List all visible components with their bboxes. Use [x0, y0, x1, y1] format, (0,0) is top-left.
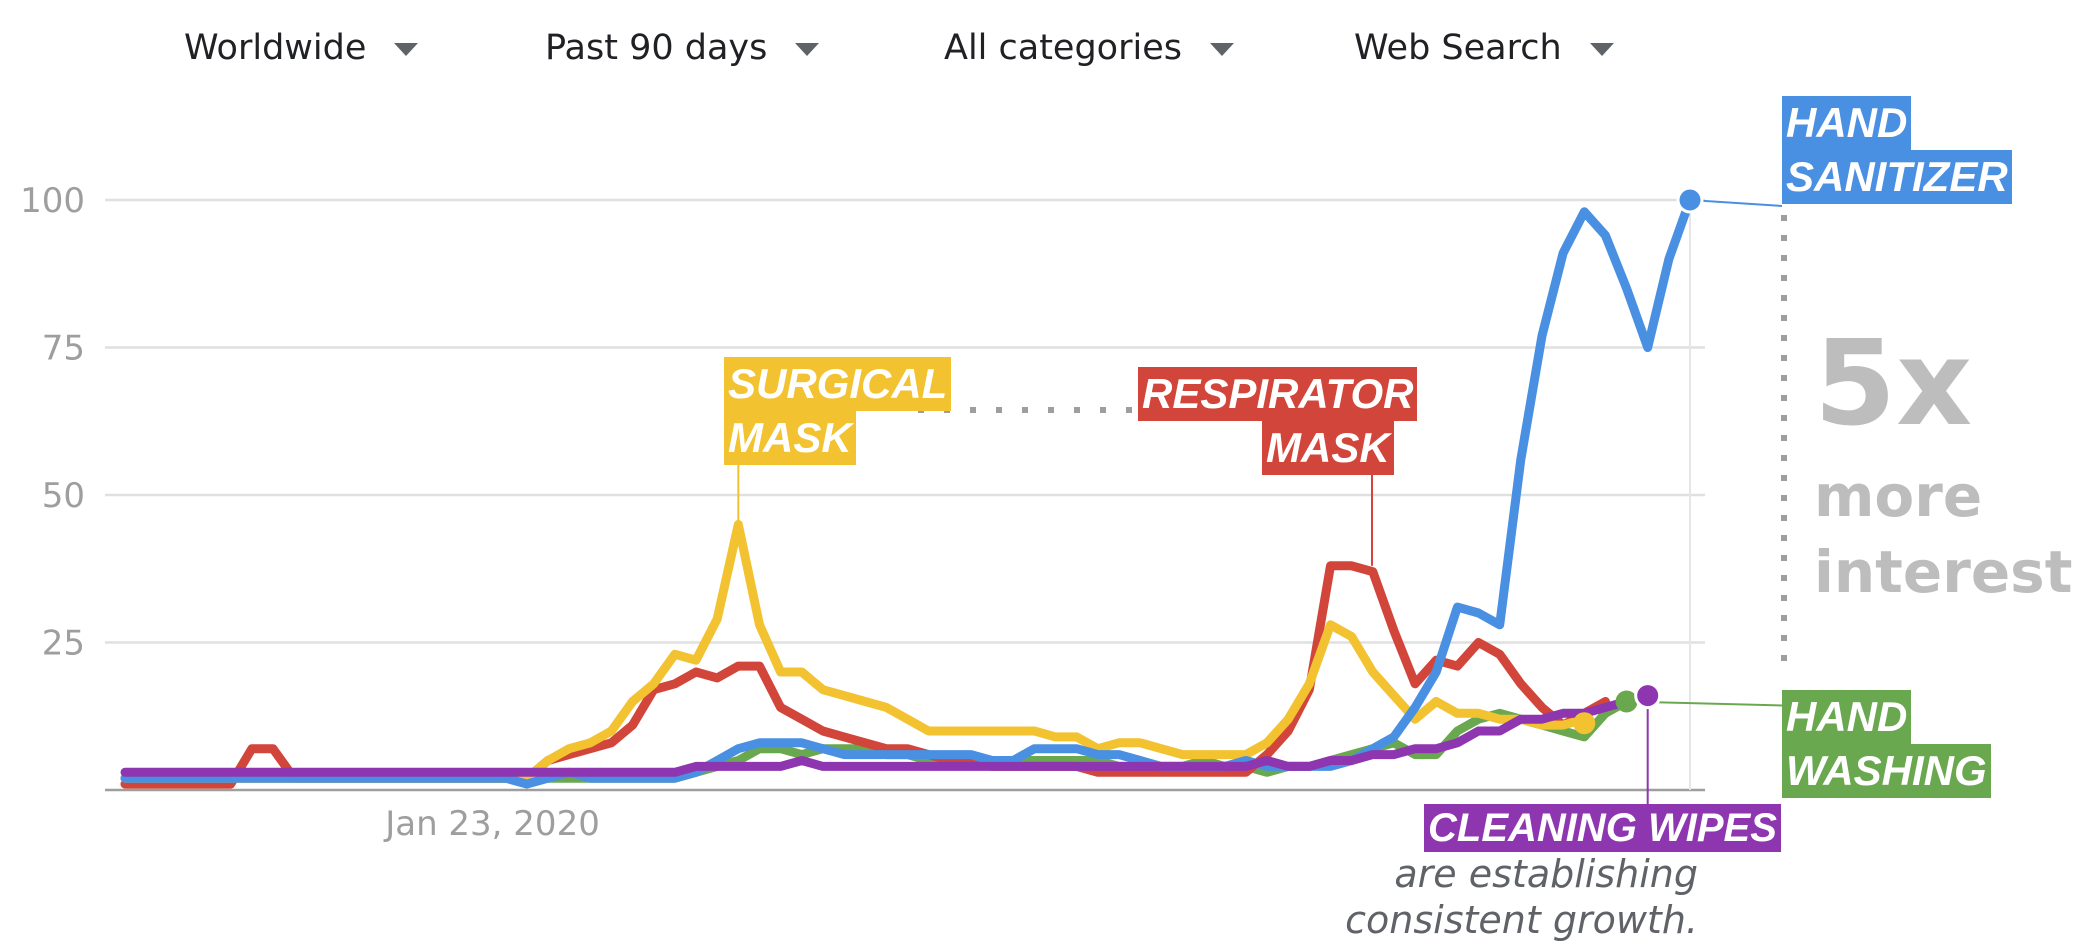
label-respirator-mask-line1: RESPIRATOR	[1142, 370, 1414, 417]
annotation-connectors	[737, 199, 1787, 790]
wipes-end-marker	[1634, 682, 1662, 710]
filter-bar: Worldwide Past 90 days All categories We…	[0, 0, 1700, 100]
caret-down-icon	[1209, 42, 1234, 56]
search-type-filter-label: Web Search	[1354, 28, 1562, 68]
label-hand-sanitizer: HAND	[1782, 96, 1912, 150]
caret-down-icon	[795, 42, 820, 56]
region-filter[interactable]: Worldwide	[184, 22, 419, 74]
label-hand-sanitizer-line1: HAND	[1786, 99, 1908, 146]
caret-down-icon	[1589, 42, 1614, 56]
x-tick-label: Jan 23, 2020	[383, 804, 600, 844]
search-type-filter[interactable]: Web Search	[1354, 22, 1614, 74]
grid: 25 50 75 100 Jan 23, 2020	[20, 181, 1705, 844]
multiplier-text-line1: more	[1814, 462, 1983, 530]
sanitizer-end-marker	[1676, 186, 1704, 214]
region-filter-label: Worldwide	[184, 28, 367, 68]
label-hand-washing-line2: WASHING	[1786, 747, 1987, 794]
label-hand-washing-line1: HAND	[1786, 693, 1908, 740]
y-tick-label: 75	[42, 329, 85, 369]
time-range-filter-label: Past 90 days	[545, 28, 768, 68]
category-filter-label: All categories	[944, 28, 1182, 68]
label-surgical-mask-2: MASK	[724, 411, 856, 465]
label-hand-washing-2: WASHING	[1782, 744, 1991, 798]
label-surgical-mask-line1: SURGICAL	[728, 360, 948, 407]
label-respirator-mask-line2: MASK	[1266, 424, 1390, 471]
label-surgical-mask-line2: MASK	[728, 414, 852, 461]
series-line-cleaning-wipes	[120, 691, 1653, 777]
series-lines	[120, 195, 1695, 789]
sanitizer-leader	[1689, 199, 1783, 207]
label-hand-washing: HAND	[1782, 690, 1912, 744]
label-cleaning-wipes-text: CLEANING WIPES	[1428, 806, 1777, 850]
label-respirator-mask: RESPIRATOR	[1138, 367, 1418, 421]
multiplier-text-line2: interest	[1814, 538, 2073, 606]
wipes-note-line2: consistent growth.	[1345, 898, 1698, 942]
y-tick-label: 100	[20, 181, 85, 221]
label-cleaning-wipes: CLEANING WIPES	[1424, 804, 1781, 852]
label-respirator-mask-2: MASK	[1262, 421, 1394, 475]
label-hand-sanitizer-2: SANITIZER	[1782, 150, 2012, 204]
wipes-note-line1: are establishing	[1394, 852, 1698, 896]
time-range-filter[interactable]: Past 90 days	[545, 22, 820, 74]
surgical-end-marker	[1573, 712, 1596, 735]
caret-down-icon	[394, 42, 419, 56]
washing-end-marker	[1615, 690, 1638, 713]
end-markers	[1573, 186, 1783, 808]
label-surgical-mask: SURGICAL	[724, 357, 952, 411]
series-line-hand-sanitizer	[120, 195, 1695, 789]
label-hand-sanitizer-line2: SANITIZER	[1786, 153, 2008, 200]
category-filter[interactable]: All categories	[944, 22, 1234, 74]
y-tick-label: 25	[42, 624, 85, 664]
multiplier-callout: 5x	[1814, 314, 1973, 452]
y-tick-label: 50	[42, 476, 85, 516]
